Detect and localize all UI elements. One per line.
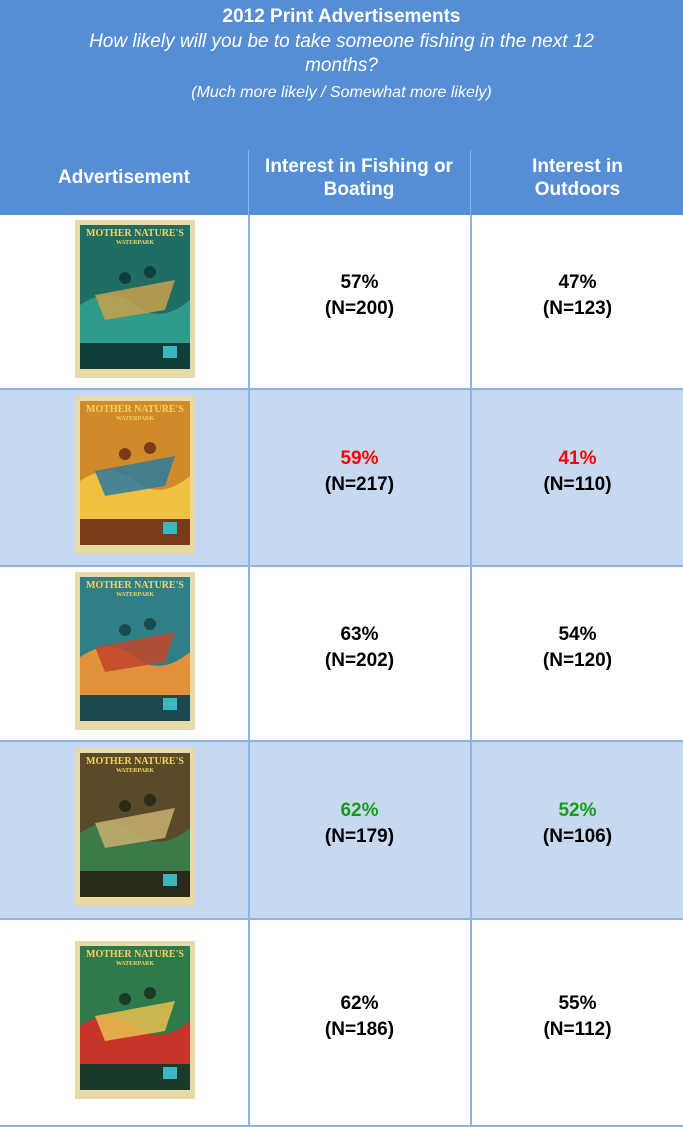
poster-title: MOTHER NATURE'S <box>86 228 184 239</box>
poster-figure <box>144 617 156 630</box>
question: How likely will you be to take someone f… <box>89 31 594 76</box>
poster-title: MOTHER NATURE'S <box>86 580 184 591</box>
poster-logo <box>163 697 177 710</box>
percent: 41% <box>558 447 597 469</box>
sample-size: (N=186) <box>324 1018 395 1040</box>
column-header: Interest in Fishing or Boating <box>265 155 453 200</box>
column-divider <box>470 390 472 567</box>
data-cell: 57% (N=200) <box>249 270 470 322</box>
percent: 62% <box>340 800 379 821</box>
column-divider <box>470 920 472 1127</box>
sample-size: (N=112) <box>543 1018 612 1040</box>
poster-title: MOTHER NATURE'S <box>86 404 184 415</box>
table-row: MOTHER NATURE'S WATERPARK 59% (N=217) 41% (N=… <box>0 390 683 567</box>
sample-size: (N=200) <box>324 297 395 319</box>
poster-figure <box>119 271 131 284</box>
data-cell: 63% (N=202) <box>249 622 470 674</box>
sample-size: (N=123) <box>542 297 613 319</box>
column-divider <box>470 567 472 742</box>
percent: 62% <box>340 992 379 1014</box>
poster-logo <box>163 874 177 886</box>
poster-subtitle: WATERPARK <box>116 961 154 967</box>
poster-boat <box>95 631 175 672</box>
poster-figure <box>119 992 131 1005</box>
column-header: Interest in Outdoors <box>532 155 623 200</box>
sample-size: (N=120) <box>542 649 613 671</box>
column-divider <box>248 742 250 920</box>
column-divider <box>248 567 250 742</box>
poster-subtitle: WATERPARK <box>116 592 154 598</box>
poster-figure <box>144 986 156 999</box>
percent: 59% <box>340 447 379 469</box>
poster-subtitle: WATERPARK <box>116 768 154 774</box>
percent: 47% <box>558 271 597 293</box>
column-divider <box>470 742 472 920</box>
percent: 54% <box>558 623 597 645</box>
poster-figure <box>144 441 156 454</box>
sample-size: (N=106) <box>542 826 613 847</box>
header-divider <box>470 150 471 215</box>
poster-figure <box>144 794 156 806</box>
poster-subtitle: WATERPARK <box>116 416 154 422</box>
percent: 57% <box>340 271 379 293</box>
data-cell: 47% (N=123) <box>472 270 683 322</box>
subtitle: (Much more likely / Somewhat more likely… <box>191 84 492 101</box>
percent: 63% <box>340 623 379 645</box>
poster-figure <box>144 265 156 278</box>
data-cell: 55% (N=112) <box>472 991 683 1043</box>
title: 2012 Print Advertisements <box>222 6 461 27</box>
poster-boat <box>95 808 175 848</box>
table-row: MOTHER NATURE'S WATERPARK 57% (N=200) 47% (N=… <box>0 215 683 390</box>
column-header: Advertisement <box>58 167 190 188</box>
column-divider <box>248 390 250 567</box>
poster-boat <box>95 455 175 496</box>
column-divider <box>248 215 250 390</box>
table-row: MOTHER NATURE'S WATERPARK 62% (N=186) 55% (N=… <box>0 920 683 1127</box>
sample-size: (N=110) <box>543 473 612 495</box>
column-divider <box>248 920 250 1127</box>
poster-subtitle: WATERPARK <box>116 240 154 246</box>
poster-boat <box>95 1000 175 1041</box>
column-divider <box>470 215 472 390</box>
header-divider <box>248 150 249 215</box>
percent: 55% <box>558 992 597 1014</box>
data-cell: 41% (N=110) <box>472 446 683 498</box>
poster-logo <box>163 345 177 358</box>
data-cell: 62% (N=186) <box>249 991 470 1043</box>
poster-figure <box>119 447 131 460</box>
poster-figure <box>119 623 131 636</box>
table-row: MOTHER NATURE'S WATERPARK 63% (N=202) 54% (N=… <box>0 567 683 742</box>
poster-figure <box>119 800 131 812</box>
data-cell: 54% (N=120) <box>472 622 683 674</box>
data-cell: 52% (N=106) <box>472 798 683 850</box>
sample-size: (N=217) <box>324 473 395 495</box>
header <box>0 0 683 215</box>
poster-title: MOTHER NATURE'S <box>86 756 184 767</box>
poster-boat <box>95 279 175 320</box>
data-cell: 59% (N=217) <box>249 446 470 498</box>
sample-size: (N=202) <box>324 649 395 671</box>
table-row: MOTHER NATURE'S WATERPARK 62% (N=179) 52% (N=… <box>0 742 683 920</box>
poster-logo <box>163 1066 177 1079</box>
sample-size: (N=179) <box>324 826 395 847</box>
poster-title: MOTHER NATURE'S <box>86 949 184 960</box>
percent: 52% <box>558 800 597 821</box>
data-cell: 62% (N=179) <box>249 798 470 850</box>
poster-logo <box>163 521 177 534</box>
